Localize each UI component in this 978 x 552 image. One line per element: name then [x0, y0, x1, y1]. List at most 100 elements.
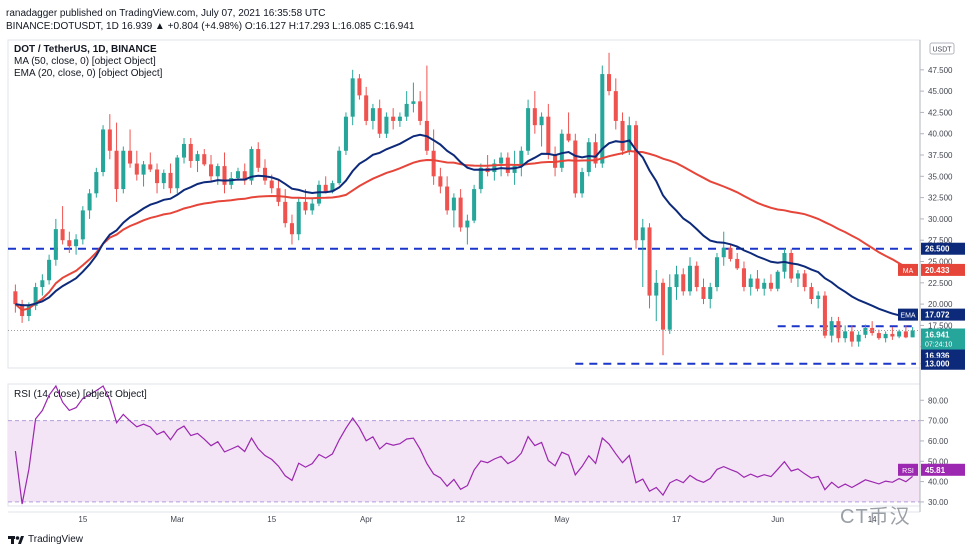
- candle-body: [350, 78, 355, 117]
- candle-body: [775, 271, 780, 289]
- candle-body: [573, 140, 578, 194]
- candle-body: [13, 291, 18, 305]
- candle-body: [809, 287, 814, 299]
- candle-body: [660, 282, 666, 330]
- candle-body: [472, 189, 477, 221]
- candle-body: [262, 167, 268, 181]
- candle-body: [816, 295, 821, 299]
- candle-body: [620, 120, 625, 151]
- candle-body: [768, 282, 773, 289]
- candle-body: [634, 125, 639, 241]
- time-tick-label: 15: [78, 515, 87, 524]
- candle-body: [114, 150, 119, 190]
- candle-body: [512, 166, 517, 173]
- candle-body: [94, 172, 99, 194]
- ma-price-tag-value: 20.433: [925, 266, 950, 275]
- candle-body: [795, 273, 800, 279]
- candle-body: [256, 149, 261, 168]
- currency-box: [929, 42, 955, 55]
- candle-body: [714, 257, 720, 288]
- rsi-tick-label: 40.00: [928, 478, 949, 487]
- candle-body: [296, 201, 301, 235]
- candle-body: [377, 108, 382, 134]
- candle-body: [391, 116, 396, 121]
- candle-body: [586, 142, 591, 173]
- candle-body: [208, 164, 214, 177]
- candle-body: [141, 164, 146, 175]
- price-pane: 13.00015.00017.50020.00022.50025.00027.5…: [7, 39, 965, 370]
- candle-body: [890, 333, 895, 337]
- candle-body: [53, 229, 58, 260]
- candle-body: [499, 157, 504, 164]
- candle-body: [310, 203, 315, 211]
- candle-body: [128, 150, 133, 164]
- candle-body: [822, 295, 827, 336]
- candle-body: [856, 334, 861, 342]
- time-tick-label: 15: [267, 515, 276, 524]
- candle-body: [316, 184, 321, 204]
- price-tick-label: 27.500: [928, 236, 953, 245]
- rsi-legend: RSI (14, close) [object Object]: [14, 389, 147, 400]
- candle-body: [330, 183, 335, 192]
- footer: TradingView: [0, 530, 978, 552]
- candle-body: [155, 169, 160, 184]
- candle-body: [876, 333, 881, 339]
- ema-price-tag: EMA 17.072: [898, 308, 965, 321]
- candle-body: [107, 129, 112, 151]
- candle-body: [289, 223, 294, 235]
- level-price-tag-low: 13.000: [921, 357, 965, 370]
- price-tick-label: 25.000: [928, 258, 953, 267]
- candle-body: [229, 178, 234, 185]
- candle-body: [269, 180, 274, 189]
- candle-body: [438, 176, 443, 187]
- level-price-tag-bg: [921, 242, 965, 255]
- rsi-tick-label: 60.00: [928, 437, 949, 446]
- time-tick-label: Jun: [771, 515, 784, 524]
- price-tick-label: 20.000: [928, 300, 953, 309]
- rsi-tag-label-bg: [898, 463, 918, 476]
- level-price-tag-value: 26.500: [925, 245, 950, 254]
- candle-body: [708, 287, 713, 299]
- candle-body: [681, 274, 686, 292]
- candle-body: [357, 78, 362, 96]
- time-tick-label: 14: [868, 515, 877, 524]
- tradingview-logo[interactable]: TradingView: [8, 534, 83, 545]
- price-tick-label: 35.000: [928, 172, 953, 181]
- candle-body: [384, 116, 389, 134]
- candle-body: [276, 188, 281, 202]
- rsi-tag-label: RSI: [902, 468, 914, 475]
- candle-body: [364, 95, 369, 121]
- candle-body: [242, 171, 247, 181]
- candle-body: [222, 166, 227, 185]
- candle-body: [202, 154, 207, 165]
- rsi-tick-label: 70.00: [928, 417, 949, 426]
- rsi-tick-label: 80.00: [928, 396, 949, 405]
- level-price-tag-low-bg: [921, 357, 965, 370]
- candle-body: [60, 229, 65, 241]
- candle-body: [67, 240, 72, 247]
- candle-body: [849, 331, 854, 342]
- candle-body: [195, 154, 200, 161]
- ema-price-tag-label-bg: [898, 308, 918, 321]
- candle-body: [883, 333, 888, 339]
- candle-body: [748, 278, 753, 288]
- price-tick-label: 42.500: [928, 108, 953, 117]
- candle-body: [836, 321, 841, 339]
- candle-body: [613, 91, 618, 121]
- price-tick-label: 17.500: [928, 321, 953, 330]
- rsi-tick-label: 30.00: [928, 498, 949, 507]
- time-tick-label: May: [554, 515, 569, 524]
- candle-body: [526, 108, 531, 151]
- candle-body: [593, 142, 598, 164]
- prev-price-tag-value: 16.936: [925, 352, 950, 361]
- candle-body: [445, 186, 450, 211]
- candle-body: [283, 201, 288, 224]
- rsi-pane: 30.00 40.00 50.00 60.00 70.00 80.00 RSI 45.81: [7, 383, 965, 507]
- watermark: CT币汉: [840, 506, 911, 528]
- candle-body: [418, 101, 423, 121]
- candle-body: [802, 273, 807, 288]
- candle-body: [755, 278, 760, 289]
- candle-body: [546, 116, 551, 156]
- tradingview-brand: TradingView: [28, 534, 84, 545]
